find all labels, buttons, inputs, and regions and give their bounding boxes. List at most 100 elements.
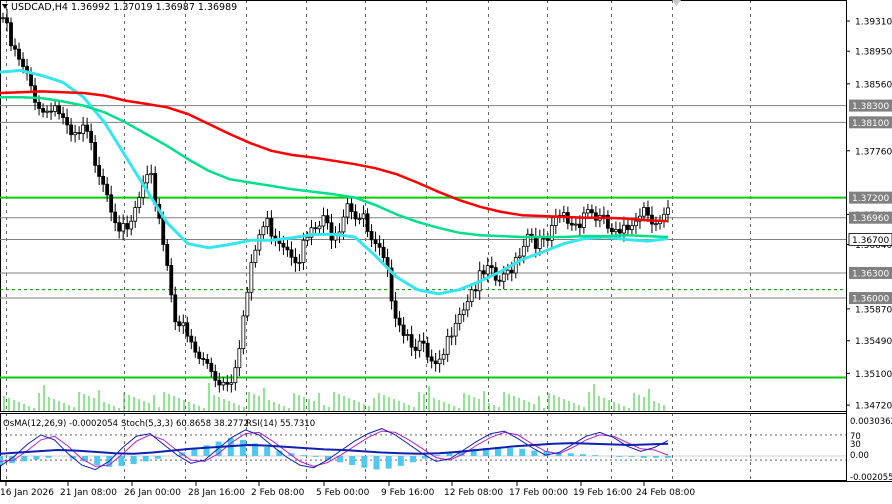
osma-bar — [94, 456, 101, 465]
candle-body — [405, 334, 410, 336]
candle-body — [209, 362, 214, 372]
candle-body — [137, 197, 142, 208]
time-tick-label: 26 Jan 00:00 — [124, 488, 181, 498]
candle-body — [81, 124, 86, 134]
osma-bar — [300, 455, 307, 456]
candle-body — [461, 309, 466, 315]
horizontal-levels[interactable] — [0, 105, 846, 379]
time-tick-label: 28 Jan 16:00 — [188, 488, 245, 498]
candle-body — [469, 289, 474, 303]
candle-body — [537, 236, 542, 249]
osma-bar — [142, 456, 149, 462]
candle-body — [521, 245, 526, 257]
osma-bar — [349, 456, 356, 465]
candle-body — [489, 265, 494, 268]
candle-body — [505, 269, 510, 275]
candle-body — [610, 227, 614, 233]
candle-body — [281, 243, 286, 248]
candle-body — [585, 209, 590, 214]
candle-body — [53, 105, 57, 112]
candle-body — [269, 218, 274, 237]
osma-bar — [130, 456, 137, 465]
candle-body — [105, 183, 110, 196]
candle-body — [125, 223, 130, 230]
candle-body — [165, 244, 170, 266]
osma-bar — [458, 450, 465, 456]
candle-body — [313, 227, 318, 230]
candle-body — [409, 334, 414, 348]
osma-bar — [118, 456, 125, 466]
candle-body — [221, 381, 226, 386]
candle-body — [377, 243, 382, 248]
candle-body — [1, 17, 5, 20]
candle-body — [365, 213, 370, 232]
candle-body — [389, 267, 394, 302]
candle-body — [41, 107, 45, 113]
price-tick-label: 1.38950 — [855, 48, 892, 58]
candle-body — [49, 110, 53, 113]
candle-body — [481, 270, 486, 275]
candle-body — [393, 300, 398, 319]
candle-body — [545, 238, 550, 241]
osma-bar — [361, 456, 368, 468]
candle-body — [289, 249, 294, 258]
osma-bar — [507, 447, 514, 456]
candle-body — [129, 220, 134, 230]
symbol-arrow-icon — [2, 4, 8, 9]
chart-shift-arrow-icon[interactable] — [672, 0, 681, 6]
candle-body — [509, 269, 514, 274]
indicator-tick-label: 0.00 — [850, 451, 869, 461]
candle-body — [549, 225, 554, 241]
candle-body — [577, 223, 582, 228]
price-level-tag-label: 1.36300 — [852, 269, 889, 279]
price-level-tag — [849, 292, 892, 305]
candle-body — [257, 234, 262, 251]
candle-body — [189, 335, 194, 343]
candle-body — [305, 236, 310, 241]
moving-averages — [0, 68, 669, 296]
osma-bar — [33, 456, 40, 460]
price-tick-label: 1.35100 — [855, 370, 892, 380]
time-tick-label: 9 Feb 16:00 — [381, 488, 435, 498]
osma-bar — [446, 452, 453, 456]
time-tick-label: 24 Feb 08:00 — [636, 488, 695, 498]
candle-body — [581, 212, 586, 228]
candle-body — [602, 214, 606, 217]
candle-body — [237, 348, 242, 369]
candle-body — [65, 117, 69, 126]
ema-mid-line — [0, 95, 669, 239]
osma-bar — [531, 450, 538, 456]
candle-body — [241, 315, 246, 350]
price-tick-label: 1.35490 — [855, 337, 892, 347]
time-tick-label: 12 Feb 08:00 — [444, 488, 503, 498]
candle-body — [245, 291, 250, 317]
candle-body — [325, 215, 330, 224]
candle-body — [297, 262, 302, 264]
candle-body — [185, 322, 190, 337]
candle-body — [361, 213, 366, 220]
candle-body — [589, 209, 594, 214]
price-tick-label: 1.38560 — [855, 80, 892, 90]
ema-fast-line — [0, 90, 669, 223]
indicator-tick-label: 30 — [850, 440, 861, 450]
candle-body — [45, 110, 49, 113]
price-level-tag-label: 1.38100 — [852, 119, 889, 129]
candle-body — [117, 222, 122, 232]
osma-bar — [616, 456, 623, 457]
candle-body — [145, 174, 150, 184]
candle-body — [253, 249, 258, 263]
candle-body — [61, 113, 65, 118]
candle-body — [225, 381, 230, 385]
candle-body — [357, 218, 362, 221]
osma-bar — [9, 456, 16, 464]
candle-body — [369, 231, 374, 241]
candle-body — [485, 265, 490, 275]
osma-bar — [373, 456, 380, 470]
time-tick-label: 2 Feb 08:00 — [251, 488, 305, 498]
osma-bar — [45, 456, 52, 458]
rsi-label: RSI(14) 55.7310 — [246, 419, 315, 429]
osma-bar — [470, 448, 477, 456]
symbol-info: USDCAD,H4 1.36992 1.37019 1.36987 1.3698… — [11, 2, 237, 13]
candle-body — [533, 236, 538, 249]
